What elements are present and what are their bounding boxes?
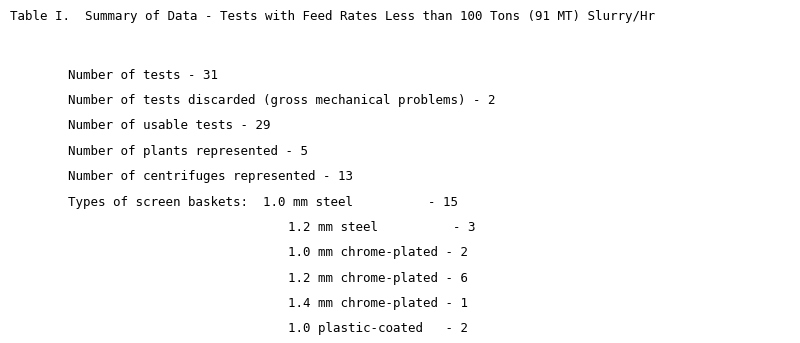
Text: 1.0 mm chrome-plated - 2: 1.0 mm chrome-plated - 2 [288, 246, 468, 259]
Text: 1.0 plastic-coated   - 2: 1.0 plastic-coated - 2 [288, 322, 468, 335]
Text: Types of screen baskets:  1.0 mm steel          - 15: Types of screen baskets: 1.0 mm steel - … [68, 196, 458, 209]
Text: Number of tests discarded (gross mechanical problems) - 2: Number of tests discarded (gross mechani… [68, 94, 495, 107]
Text: 1.4 mm chrome-plated - 1: 1.4 mm chrome-plated - 1 [288, 297, 468, 310]
Text: Number of centrifuges represented - 13: Number of centrifuges represented - 13 [68, 170, 353, 183]
Text: Number of tests - 31: Number of tests - 31 [68, 69, 218, 82]
Text: 1.2 mm steel          - 3: 1.2 mm steel - 3 [288, 221, 475, 234]
Text: 1.2 mm chrome-plated - 6: 1.2 mm chrome-plated - 6 [288, 272, 468, 285]
Text: Number of usable tests - 29: Number of usable tests - 29 [68, 119, 270, 132]
Text: Number of plants represented - 5: Number of plants represented - 5 [68, 145, 308, 158]
Text: Table I.  Summary of Data - Tests with Feed Rates Less than 100 Tons (91 MT) Slu: Table I. Summary of Data - Tests with Fe… [10, 10, 654, 23]
